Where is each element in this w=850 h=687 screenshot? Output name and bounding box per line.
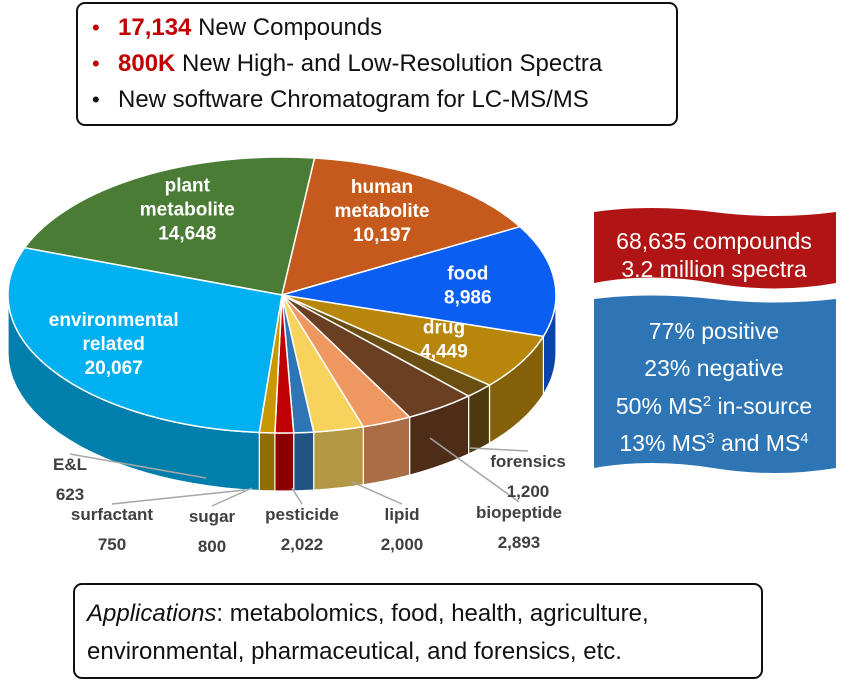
slice-label-lipid-name: lipid <box>385 505 420 524</box>
highlight-number: 800K <box>118 50 176 77</box>
slice-label-environmental-related-name: related <box>83 334 145 355</box>
leader-line-surfactant <box>111 489 246 505</box>
applications-label: Applications <box>87 600 217 627</box>
leader-line-lipid <box>351 481 403 505</box>
pie-side-pesticide <box>313 426 364 491</box>
details-banner <box>594 295 836 473</box>
pie-slice-drug <box>281 294 545 386</box>
slice-label-pesticide-name: pesticide <box>265 505 339 524</box>
applications-box: Applications: metabolomics, food, health… <box>73 583 763 679</box>
highlight-line: • 800K New High- and Low-Resolution Spect… <box>92 46 676 82</box>
leader-line-pesticide <box>291 487 303 505</box>
pie-leaders <box>69 437 529 507</box>
slice-label-plant-metabolite-name: plant <box>165 175 211 196</box>
slice-label-drug-value: 4,449 <box>420 341 468 362</box>
pie-slice-environmental-related <box>7 246 283 434</box>
highlight-text: New High- and Low-Resolution Spectra <box>182 50 603 77</box>
summary-compounds: 68,635 compounds <box>616 228 812 254</box>
slice-label-human-metabolite-name: metabolite <box>334 201 429 222</box>
applications-line-1: Applications: metabolomics, food, health… <box>87 595 761 633</box>
ms3-ms4-percent: 13% MS3 and MS4 <box>619 430 808 456</box>
highlight-number: 17,134 <box>118 14 192 41</box>
slice-label-environmental-related-name: environmental <box>49 310 179 331</box>
applications-text-1: : metabolomics, food, health, agricultur… <box>216 600 649 627</box>
highlight-line: • New software Chromatogram for LC-MS/MS <box>92 82 676 118</box>
highlight-text: New Compounds <box>198 14 383 41</box>
pie-slice-human-metabolite <box>280 157 522 297</box>
slice-label-food-value: 8,986 <box>444 287 492 308</box>
slice-label-e-l-name: E&L <box>53 455 87 474</box>
pie-slice-food <box>281 225 557 338</box>
slice-label-surfactant-value: 750 <box>98 535 126 554</box>
bullet-icon: • <box>92 51 100 76</box>
pie-side-lipid <box>362 416 411 486</box>
slice-label-e-l-value: 623 <box>56 485 84 504</box>
slice-label-forensics-name: forensics <box>490 452 566 471</box>
slice-label-human-metabolite-name: human <box>351 177 413 198</box>
slice-label-environmental-related-value: 20,067 <box>85 358 143 379</box>
slice-label-forensics-value: 1,200 <box>507 482 550 501</box>
ms2-percent: 50% MS2 in-source <box>616 393 812 419</box>
negative-percent: 23% negative <box>644 355 783 381</box>
applications-line-2: environmental, pharmaceutical, and foren… <box>87 638 622 665</box>
slice-label-plant-metabolite-value: 14,648 <box>158 223 216 244</box>
highlight-text: New software Chromatogram for LC-MS/MS <box>118 86 589 113</box>
pie-labels: plant metabolite 14,648 human metabolite 10,1… <box>49 175 566 556</box>
pie-side-forensics <box>468 384 491 456</box>
slice-label-sugar-name: sugar <box>189 507 236 526</box>
highlight-line: • 17,134 New Compounds <box>92 10 676 46</box>
slice-label-surfactant-name: surfactant <box>71 505 154 524</box>
slice-label-human-metabolite-value: 10,197 <box>353 225 411 246</box>
slice-label-biopeptide-name: biopeptide <box>476 503 562 522</box>
bullet-icon: • <box>92 87 100 112</box>
pie-side-e-l <box>258 431 276 492</box>
leader-line-sugar <box>211 487 253 507</box>
slice-label-sugar-value: 800 <box>198 537 226 556</box>
highlights-box: • 17,134 New Compounds • 800K New High- an… <box>76 2 678 126</box>
leader-line-e-l <box>69 453 207 479</box>
slice-label-biopeptide-value: 2,893 <box>498 533 541 552</box>
slice-label-pesticide-value: 2,022 <box>281 535 324 554</box>
pie-tops <box>7 156 557 434</box>
leader-line-forensics <box>469 447 529 452</box>
pie-side-sugar <box>293 431 315 492</box>
slice-label-food-name: food <box>447 263 488 284</box>
positive-percent: 77% positive <box>649 318 779 344</box>
bullet-icon: • <box>92 15 100 40</box>
slice-label-drug-name: drug <box>423 317 465 338</box>
summary-spectra: 3.2 million spectra <box>621 256 807 282</box>
slice-label-plant-metabolite-name: metabolite <box>140 199 235 220</box>
slice-label-lipid-value: 2,000 <box>381 535 424 554</box>
summary-banner <box>594 208 836 289</box>
leader-line-biopeptide <box>429 437 520 503</box>
pie-side-surfactant <box>274 432 295 492</box>
stats-panel: 68,635 compounds 3.2 million spectra 77%… <box>594 208 836 473</box>
